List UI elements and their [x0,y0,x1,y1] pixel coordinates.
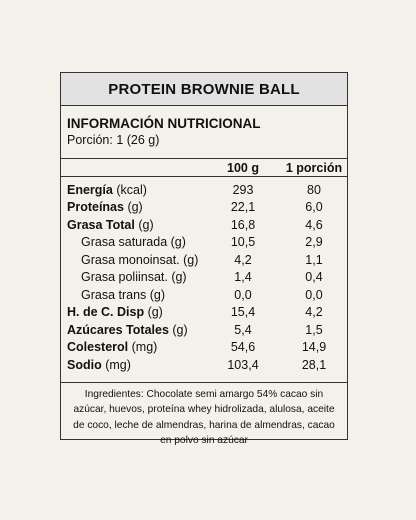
table-row: Proteínas (g) 22,1 6,0 [61,199,347,217]
info-heading: INFORMACIÓN NUTRICIONAL [67,116,261,131]
nutrient-unit: (mg) [128,340,158,355]
table-row: Colesterol (mg) 54,6 14,9 [61,339,347,357]
product-title: PROTEIN BROWNIE BALL [61,73,347,106]
value-portion: 0,0 [305,287,323,302]
nutrient-name: Grasa trans (g) [81,287,166,302]
nutrient-unit: (mg) [101,357,131,372]
value-100g: 5,4 [234,322,252,337]
value-portion: 4,6 [305,217,323,232]
nutrient-name: Grasa monoinsat. (g) [81,252,199,267]
value-portion: 28,1 [301,357,327,372]
col-header-portion: 1 porción [285,160,343,175]
value-portion: 1,5 [305,322,323,337]
value-portion: 80 [307,182,321,197]
value-portion: 2,9 [305,235,323,250]
value-100g: 1,4 [234,270,252,285]
ingredients-text: Ingredientes: Chocolate semi amargo 54% … [61,381,347,449]
nutrient-name: Grasa saturada (g) [81,235,186,250]
nutrient-name: Proteínas [67,200,124,215]
value-100g: 54,6 [230,340,256,355]
col-header-100g: 100 g [227,160,259,175]
value-portion: 1,1 [305,252,323,267]
value-100g: 22,1 [230,200,256,215]
nutrient-name: Energía [67,182,113,197]
portion-text: Porción: 1 (26 g) [67,133,160,147]
nutrition-label: PROTEIN BROWNIE BALL INFORMACIÓN NUTRICI… [60,72,348,446]
value-100g: 4,2 [234,252,252,267]
value-portion: 14,9 [301,340,327,355]
nutrient-name: Grasa poliinsat. (g) [81,270,187,285]
nutrient-unit: (g) [144,305,163,320]
nutrient-name: Colesterol [67,340,129,355]
nutrient-unit: (kcal) [112,182,147,197]
value-portion: 4,2 [305,305,323,320]
table-row: Grasa Total (g) 16,8 4,6 [61,216,347,234]
nutrient-name: Sodio [67,357,102,372]
value-portion: 6,0 [305,200,323,215]
value-100g: 16,8 [230,217,256,232]
table-row: Grasa poliinsat. (g) 1,4 0,4 [61,269,347,287]
nutrient-unit: (g) [134,217,154,232]
nutrient-name: Grasa Total [67,217,135,232]
nutrient-name: Azúcares Totales [67,322,169,337]
nutrient-name: H. de C. Disp [67,305,145,320]
table-row: H. de C. Disp (g) 15,4 4,2 [61,304,347,322]
value-100g: 103,4 [227,357,259,372]
nutrient-unit: (g) [123,200,143,215]
table-row: Grasa monoinsat. (g) 4,2 1,1 [61,251,347,269]
table-row: Azúcares Totales (g) 5,4 1,5 [61,321,347,339]
table-row: Grasa trans (g) 0,0 0,0 [61,286,347,304]
value-portion: 0,4 [305,270,323,285]
table-header: 100 g 1 porción [61,159,347,177]
table-row: Sodio (mg) 103,4 28,1 [61,356,347,374]
nutrient-unit: (g) [168,322,188,337]
table-row: Grasa saturada (g) 10,5 2,9 [61,234,347,252]
table-row: Energía (kcal) 293 80 [61,181,347,199]
info-section: INFORMACIÓN NUTRICIONAL Porción: 1 (26 g… [61,106,347,159]
value-100g: 293 [232,182,254,197]
value-100g: 15,4 [230,305,256,320]
nutrition-table: 100 g 1 porción Energía (kcal) 293 80 Pr… [61,159,347,374]
value-100g: 10,5 [230,235,256,250]
value-100g: 0,0 [234,287,252,302]
